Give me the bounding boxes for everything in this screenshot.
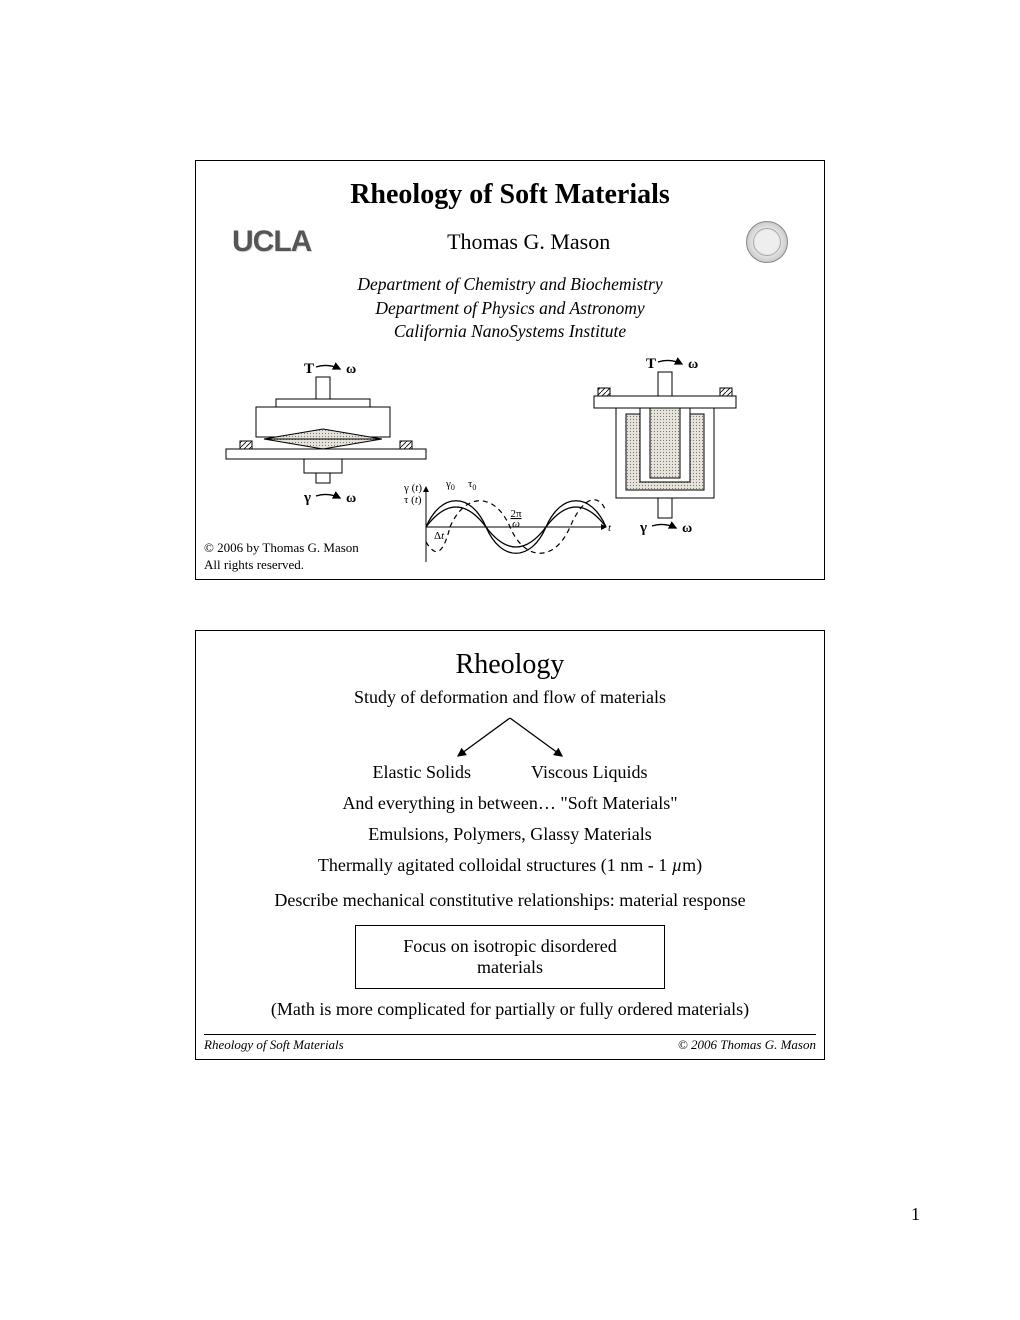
author-row: UCLA Thomas G. Mason	[196, 211, 824, 263]
author-name: Thomas G. Mason	[311, 229, 746, 255]
rheometer-diagrams: T ω γ	[196, 352, 824, 552]
mu-symbol: µ	[672, 855, 682, 875]
text-colloidal: Thermally agitated colloidal structures …	[196, 855, 824, 876]
label-gamma0: γ0	[445, 478, 455, 492]
label-tau-t: τ (t)	[404, 494, 422, 506]
text-between: And everything in between… "Soft Materia…	[196, 793, 824, 814]
ucla-logo: UCLA	[232, 225, 311, 259]
focus-text: Focus on isotropic disordered materials	[403, 936, 616, 977]
affiliation-line: California NanoSystems Institute	[196, 320, 824, 344]
footer-right: © 2006 Thomas G. Mason	[678, 1037, 816, 1053]
slide2-footer: Rheology of Soft Materials © 2006 Thomas…	[204, 1034, 816, 1053]
copyright-block: © 2006 by Thomas G. Mason All rights res…	[204, 540, 359, 574]
footer-left: Rheology of Soft Materials	[204, 1037, 344, 1053]
label-gamma-right: γ	[639, 520, 647, 536]
label-tau0: τ0	[468, 478, 476, 492]
slide2-subtitle: Study of deformation and flow of materia…	[196, 687, 824, 708]
university-seal-icon	[746, 221, 788, 263]
branch-arrows-svg	[380, 714, 640, 760]
colloidal-post: m)	[682, 855, 702, 875]
label-gamma: γ	[303, 490, 311, 506]
branch-left: Elastic Solids	[373, 762, 472, 783]
affiliation-line: Department of Chemistry and Biochemistry	[196, 273, 824, 297]
slide1-title: Rheology of Soft Materials	[196, 179, 824, 211]
label-over-omega: ω	[512, 518, 520, 530]
colloidal-pre: Thermally agitated colloidal structures …	[318, 855, 672, 875]
label-T: T	[304, 361, 314, 377]
label-omega-right-bottom: ω	[682, 521, 692, 536]
text-math-note: (Math is more complicated for partially …	[196, 999, 824, 1020]
copyright-line2: All rights reserved.	[204, 557, 359, 574]
label-omega-bottom: ω	[346, 491, 356, 506]
label-omega-right: ω	[688, 357, 698, 372]
label-T-right: T	[646, 356, 656, 372]
page-number: 1	[911, 1204, 920, 1225]
label-gamma-t: γ (t)	[403, 482, 422, 494]
slide-2: Rheology Study of deformation and flow o…	[195, 630, 825, 1060]
text-examples: Emulsions, Polymers, Glassy Materials	[196, 824, 824, 845]
text-describe: Describe mechanical constitutive relatio…	[196, 890, 824, 911]
copyright-line1: © 2006 by Thomas G. Mason	[204, 540, 359, 557]
slide-1: Rheology of Soft Materials UCLA Thomas G…	[195, 160, 825, 580]
rheometer-svg: T ω γ	[196, 352, 826, 572]
label-t-axis: t	[608, 522, 612, 534]
branch-labels: Elastic Solids Viscous Liquids	[196, 762, 824, 783]
branch-right: Viscous Liquids	[531, 762, 647, 783]
label-delta-t: Δt	[434, 530, 445, 542]
focus-box: Focus on isotropic disordered materials	[355, 925, 665, 989]
affiliation-line: Department of Physics and Astronomy	[196, 297, 824, 321]
label-omega: ω	[346, 362, 356, 377]
affiliations: Department of Chemistry and Biochemistry…	[196, 273, 824, 344]
slide2-title: Rheology	[196, 649, 824, 681]
